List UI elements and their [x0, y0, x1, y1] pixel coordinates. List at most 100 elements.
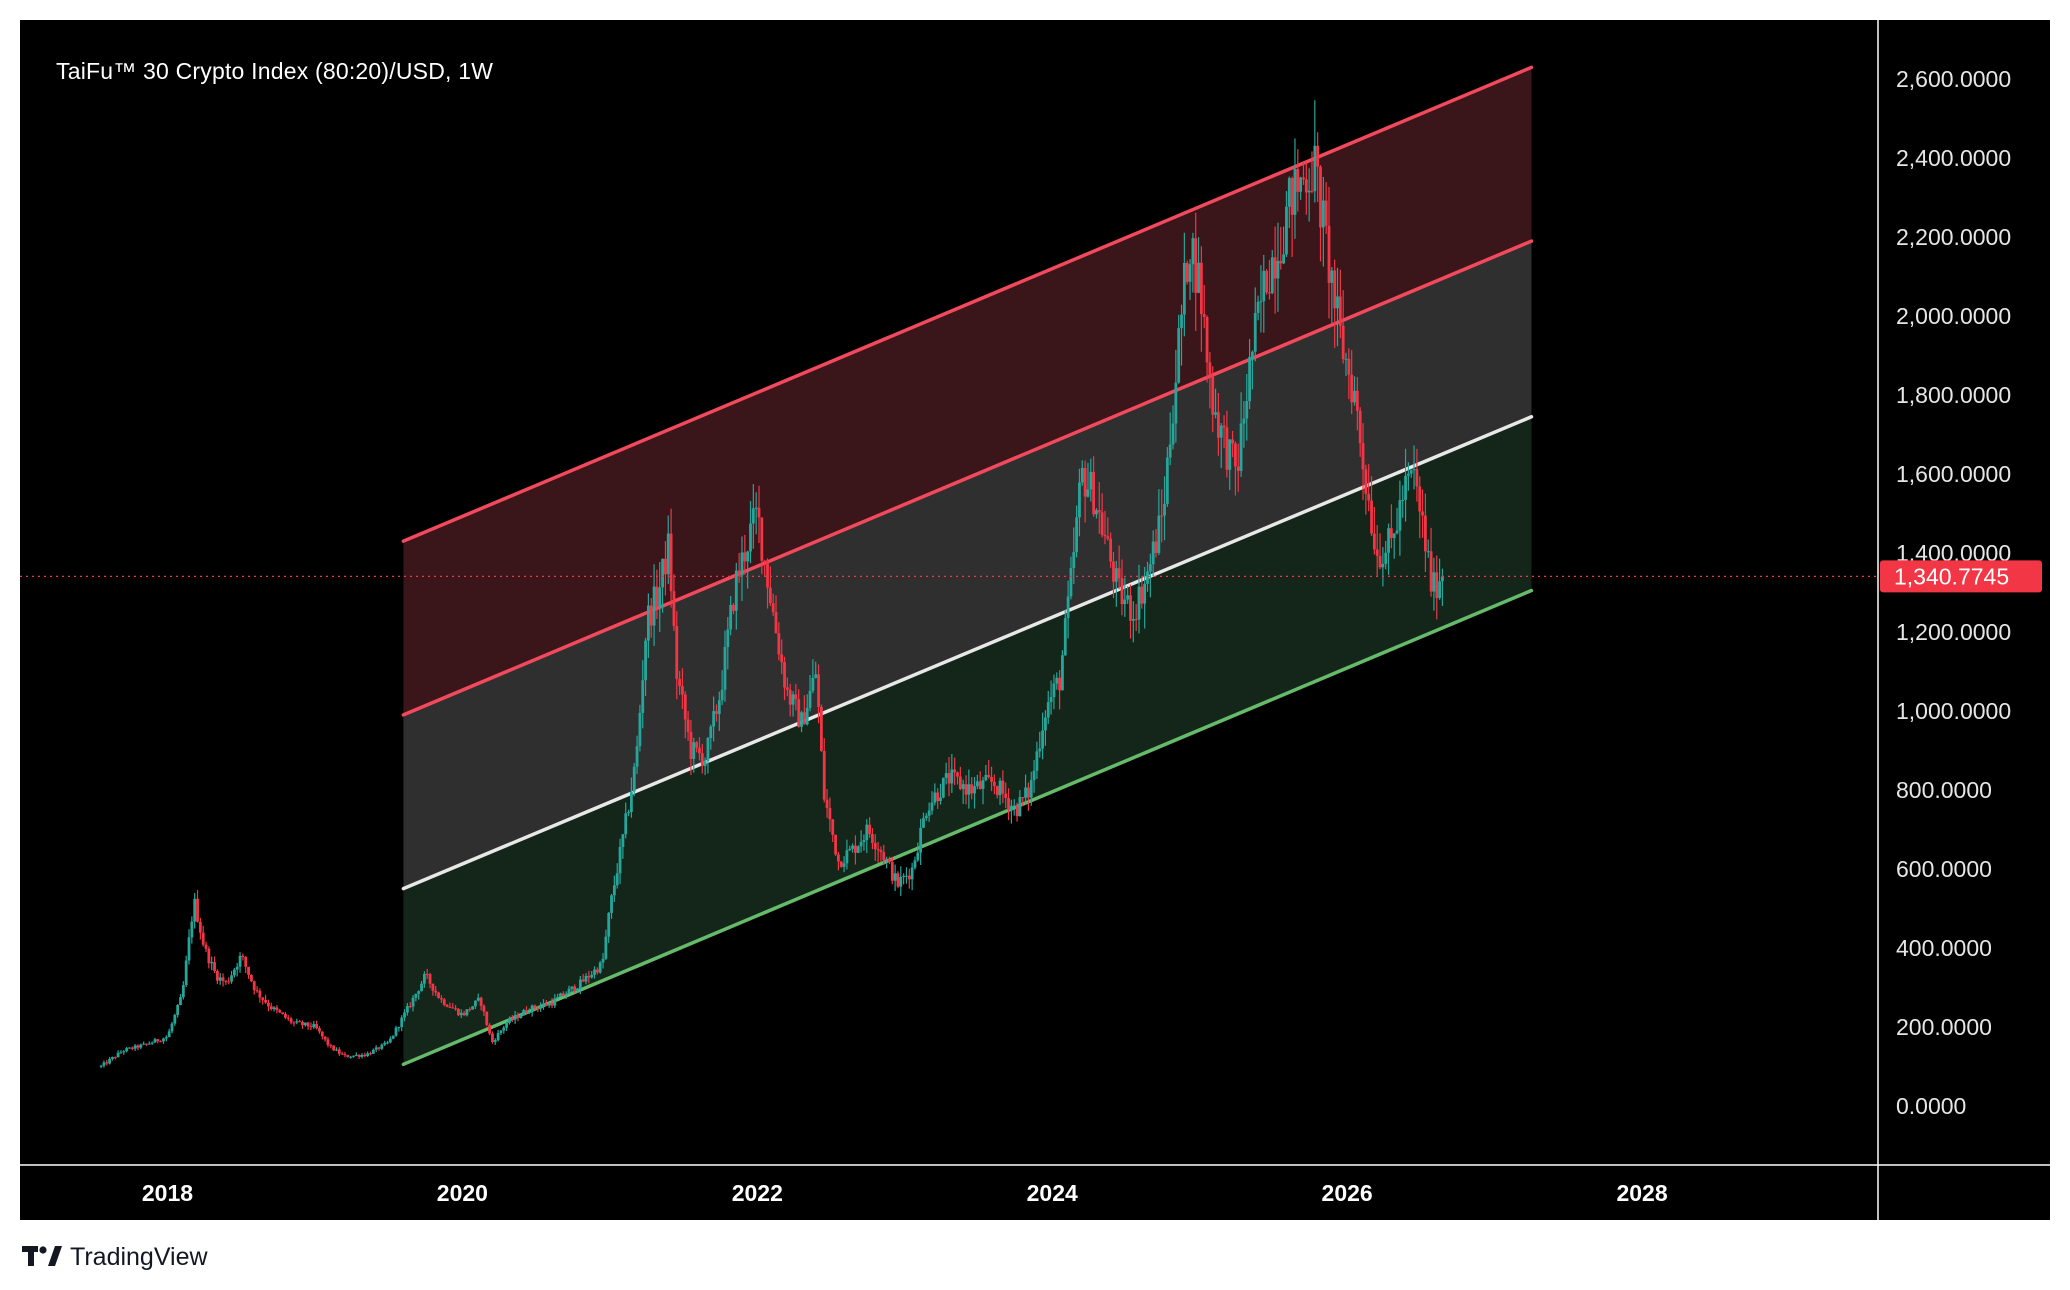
- candle[interactable]: [871, 828, 874, 850]
- candle[interactable]: [530, 1004, 534, 1017]
- candle[interactable]: [386, 1040, 389, 1045]
- candle[interactable]: [1412, 445, 1416, 490]
- candle[interactable]: [706, 737, 710, 774]
- candle[interactable]: [1319, 165, 1322, 262]
- candle[interactable]: [956, 771, 959, 785]
- candle[interactable]: [939, 783, 942, 805]
- candle[interactable]: [913, 856, 917, 870]
- candle[interactable]: [388, 1036, 392, 1044]
- candle[interactable]: [1231, 430, 1234, 458]
- candle[interactable]: [508, 1016, 511, 1025]
- candle[interactable]: [1168, 412, 1172, 466]
- candle[interactable]: [459, 1009, 463, 1019]
- candle[interactable]: [1103, 510, 1107, 545]
- candle[interactable]: [1120, 559, 1124, 616]
- candle[interactable]: [1163, 476, 1166, 541]
- candle[interactable]: [1123, 577, 1127, 617]
- candle[interactable]: [1253, 287, 1257, 362]
- candle[interactable]: [312, 1020, 316, 1030]
- candle[interactable]: [303, 1022, 307, 1027]
- candle[interactable]: [649, 597, 653, 638]
- candle[interactable]: [235, 962, 239, 977]
- candle[interactable]: [1415, 448, 1419, 502]
- candle[interactable]: [567, 985, 571, 994]
- candle[interactable]: [133, 1044, 137, 1051]
- candle[interactable]: [927, 802, 931, 822]
- candle[interactable]: [607, 911, 611, 943]
- chart-frame[interactable]: 0.0000 200.0000 400.0000 600.0000 800.0000 1,…: [20, 20, 2050, 1220]
- candle[interactable]: [950, 753, 954, 793]
- candle[interactable]: [1421, 489, 1424, 538]
- candle[interactable]: [644, 637, 647, 696]
- candle[interactable]: [468, 1007, 472, 1012]
- candle[interactable]: [1426, 539, 1430, 558]
- candle[interactable]: [561, 991, 565, 997]
- candle[interactable]: [1097, 482, 1101, 534]
- candle[interactable]: [264, 994, 267, 1004]
- candle[interactable]: [556, 993, 560, 999]
- candle[interactable]: [1375, 525, 1379, 576]
- candle[interactable]: [377, 1046, 381, 1051]
- candle[interactable]: [1404, 448, 1407, 522]
- candle[interactable]: [998, 777, 1002, 805]
- candle[interactable]: [286, 1014, 290, 1021]
- candle[interactable]: [1389, 504, 1393, 549]
- candle[interactable]: [1270, 250, 1274, 295]
- candle[interactable]: [610, 893, 613, 919]
- candle[interactable]: [289, 1016, 293, 1025]
- candle[interactable]: [1106, 517, 1110, 541]
- candle[interactable]: [700, 744, 704, 774]
- candle[interactable]: [1395, 507, 1399, 535]
- candle[interactable]: [425, 969, 429, 980]
- candle[interactable]: [1032, 760, 1036, 793]
- candle[interactable]: [153, 1037, 157, 1043]
- candle[interactable]: [981, 776, 985, 805]
- candle[interactable]: [1381, 547, 1385, 587]
- candle[interactable]: [802, 695, 806, 725]
- candle[interactable]: [454, 1004, 457, 1011]
- candle[interactable]: [1282, 226, 1286, 265]
- candle[interactable]: [612, 875, 616, 903]
- candle[interactable]: [493, 1038, 497, 1045]
- candle[interactable]: [675, 611, 679, 700]
- candle[interactable]: [865, 819, 869, 854]
- candle[interactable]: [337, 1047, 341, 1056]
- candle[interactable]: [1072, 527, 1076, 584]
- candle[interactable]: [1242, 401, 1246, 448]
- candle[interactable]: [1001, 770, 1005, 804]
- candle[interactable]: [1117, 545, 1121, 590]
- candle[interactable]: [340, 1051, 344, 1055]
- candle[interactable]: [162, 1037, 165, 1044]
- candle[interactable]: [573, 984, 577, 993]
- candle[interactable]: [848, 845, 852, 852]
- candle[interactable]: [1151, 530, 1155, 577]
- candle[interactable]: [99, 1064, 103, 1069]
- candle[interactable]: [1015, 802, 1019, 822]
- candle[interactable]: [198, 917, 202, 940]
- candle[interactable]: [414, 993, 418, 1002]
- candle[interactable]: [1063, 610, 1067, 656]
- candle[interactable]: [1333, 259, 1337, 348]
- candle[interactable]: [1251, 350, 1254, 390]
- candle[interactable]: [1197, 237, 1200, 294]
- candle[interactable]: [332, 1045, 336, 1051]
- candle[interactable]: [590, 970, 594, 979]
- candle[interactable]: [1214, 388, 1217, 419]
- candle[interactable]: [587, 970, 591, 984]
- candle[interactable]: [215, 969, 219, 985]
- candle[interactable]: [1370, 476, 1373, 536]
- candle[interactable]: [179, 993, 182, 1006]
- candle[interactable]: [1029, 771, 1033, 806]
- candle[interactable]: [145, 1043, 148, 1046]
- candle[interactable]: [491, 1031, 494, 1044]
- candle[interactable]: [564, 991, 568, 999]
- candle[interactable]: [536, 1006, 540, 1013]
- candle[interactable]: [1234, 441, 1237, 496]
- candle[interactable]: [326, 1036, 330, 1048]
- candle[interactable]: [1296, 149, 1300, 212]
- candle[interactable]: [309, 1022, 313, 1031]
- candle[interactable]: [936, 788, 940, 809]
- candle[interactable]: [267, 999, 270, 1012]
- candle[interactable]: [284, 1011, 287, 1020]
- candle[interactable]: [698, 737, 701, 761]
